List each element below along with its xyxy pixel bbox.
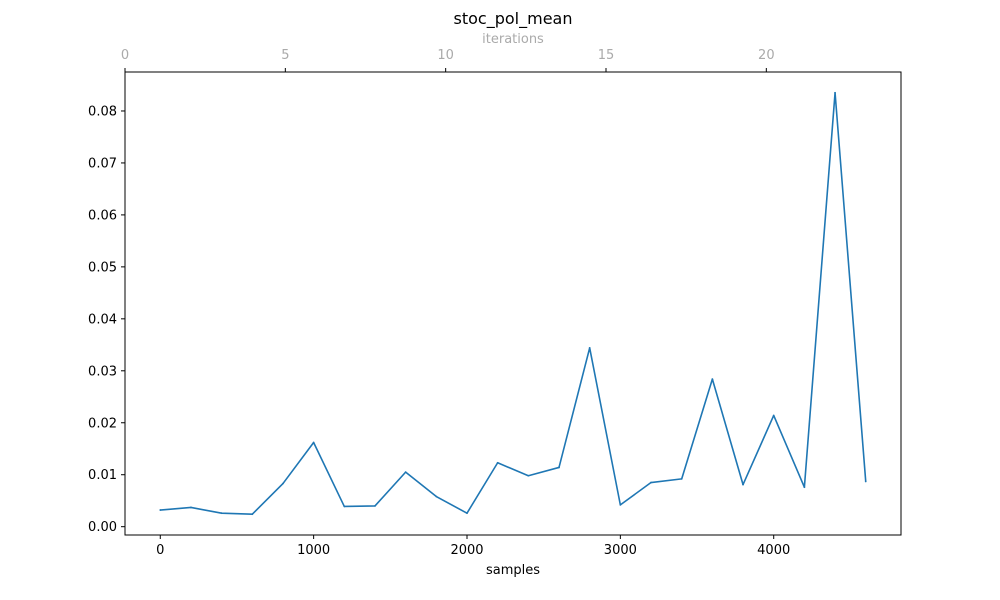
data-point bbox=[772, 414, 775, 417]
series-line bbox=[160, 91, 867, 516]
y-tick-label: 0.00 bbox=[88, 520, 117, 535]
data-point bbox=[466, 512, 468, 515]
x-tick-label: 4000 bbox=[757, 543, 790, 558]
data-point bbox=[834, 91, 836, 94]
top-tick-label: 5 bbox=[281, 48, 289, 63]
data-point bbox=[711, 378, 714, 381]
y-tick-label: 0.01 bbox=[88, 468, 117, 483]
data-point bbox=[864, 480, 867, 483]
data-point bbox=[650, 481, 652, 484]
y-tick-label: 0.05 bbox=[88, 260, 117, 275]
x-tick-label: 0 bbox=[156, 543, 164, 558]
data-point bbox=[190, 506, 192, 509]
x-axis-label: samples bbox=[486, 563, 540, 578]
top-tick-label: 20 bbox=[758, 48, 775, 63]
data-point bbox=[527, 474, 530, 477]
data-point bbox=[312, 441, 315, 444]
data-point bbox=[558, 466, 560, 469]
data-point bbox=[251, 513, 254, 516]
data-point bbox=[374, 505, 376, 507]
data-point bbox=[680, 477, 683, 480]
top-tick-label: 0 bbox=[121, 48, 129, 63]
data-point bbox=[404, 471, 407, 474]
data-point bbox=[496, 461, 499, 464]
y-tick-label: 0.07 bbox=[88, 156, 117, 171]
plot-frame bbox=[124, 71, 902, 536]
x-tick-label: 3000 bbox=[604, 543, 637, 558]
data-point bbox=[619, 503, 622, 506]
data-point bbox=[742, 483, 744, 486]
data-point bbox=[159, 509, 162, 511]
y-tick-label: 0.06 bbox=[88, 208, 117, 223]
data-point bbox=[435, 495, 438, 498]
y-tick-label: 0.04 bbox=[88, 312, 117, 327]
series-group bbox=[159, 91, 867, 516]
chart-title: stoc_pol_mean bbox=[454, 9, 573, 29]
top-tick-label: 15 bbox=[598, 48, 615, 63]
top-tick-label: 10 bbox=[437, 48, 454, 63]
data-point bbox=[343, 505, 346, 508]
data-point bbox=[282, 482, 284, 485]
y-tick-label: 0.02 bbox=[88, 416, 117, 431]
data-point bbox=[220, 512, 223, 515]
x-tick-label: 2000 bbox=[450, 543, 483, 558]
data-point bbox=[803, 486, 806, 489]
x-tick-label: 1000 bbox=[297, 543, 330, 558]
x-axis-ticks: 0 1000 2000 3000 4000 bbox=[156, 535, 790, 558]
data-point bbox=[588, 347, 591, 349]
y-tick-label: 0.03 bbox=[88, 364, 117, 379]
y-axis-ticks: 0.00 0.01 0.02 0.03 0.04 0.05 0.06 0.07 0.08 bbox=[88, 104, 125, 535]
y-tick-label: 0.08 bbox=[88, 104, 117, 119]
top-axis-ticks: 0 5 10 15 20 bbox=[121, 48, 775, 72]
top-axis-label: iterations bbox=[482, 32, 544, 47]
